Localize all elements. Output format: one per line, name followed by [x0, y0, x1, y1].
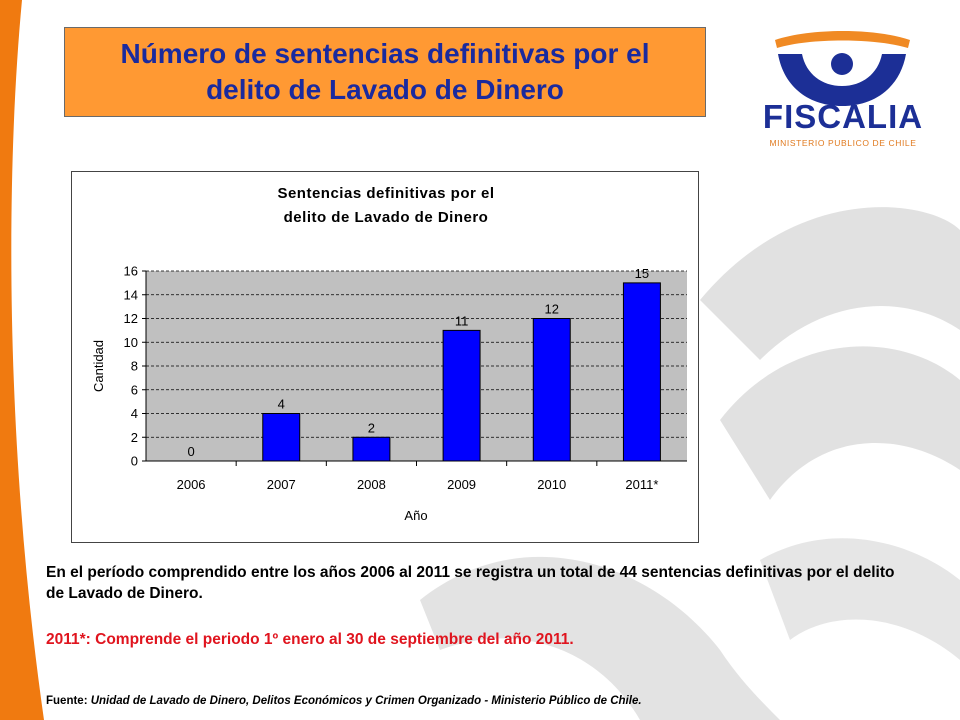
- data-label: 4: [278, 397, 285, 412]
- x-tick-label: 2009: [447, 477, 476, 492]
- chart-title-line-2: delito de Lavado de Dinero: [284, 209, 489, 226]
- slide-title: Número de sentencias definitivas por el …: [120, 38, 650, 105]
- y-tick-label: 8: [131, 359, 138, 374]
- source-line: Fuente: Unidad de Lavado de Dinero, Deli…: [46, 693, 926, 709]
- data-label: 15: [635, 266, 649, 281]
- y-tick-labels: 0 2 4 6 8 10 12 14 16: [124, 264, 146, 469]
- y-tick-label: 14: [124, 287, 138, 302]
- logo-subtitle: MINISTERIO PUBLICO DE CHILE: [769, 138, 917, 148]
- slide-title-box: Número de sentencias definitivas por el …: [64, 27, 706, 117]
- y-tick-label: 16: [124, 264, 138, 279]
- x-tick-label: 2006: [177, 477, 206, 492]
- data-label: 2: [368, 420, 375, 435]
- source-text: Unidad de Lavado de Dinero, Delitos Econ…: [87, 695, 642, 707]
- gridlines: [146, 270, 687, 438]
- fiscalia-emblem-icon: [775, 31, 910, 106]
- bar: [262, 413, 301, 462]
- gray-watermark-arc: [760, 538, 960, 660]
- y-tick-label: 4: [131, 406, 138, 421]
- bar: [532, 318, 571, 462]
- y-axis-label: Cantidad: [91, 340, 106, 392]
- data-labels: 0 4 2 11 12 15: [187, 266, 649, 459]
- orange-side-swoosh: [0, 0, 44, 720]
- y-tick-label: 10: [124, 335, 138, 350]
- y-tick-label: 2: [131, 430, 138, 445]
- data-label: 11: [455, 313, 469, 328]
- bar: [622, 282, 661, 462]
- footnote-2011: 2011*: Comprende el periodo 1º enero al …: [46, 631, 574, 648]
- bar-chart: Sentencias definitivas por el delito de …: [91, 185, 687, 523]
- source-label: Fuente:: [46, 695, 88, 707]
- x-tick-label: 2008: [357, 477, 386, 492]
- gray-watermark-arc: [700, 207, 960, 360]
- bar: [442, 329, 481, 462]
- data-label: 12: [545, 302, 559, 317]
- y-tick-label: 12: [124, 311, 138, 326]
- chart-container: Sentencias definitivas por el delito de …: [71, 171, 699, 543]
- y-tick-label: 0: [131, 454, 138, 469]
- bar: [352, 436, 391, 462]
- gray-watermark-arc: [720, 346, 960, 500]
- gray-watermark-arc: [420, 556, 780, 720]
- x-tick-label: 2010: [537, 477, 566, 492]
- chart-title-line-1: Sentencias definitivas por el: [277, 185, 494, 202]
- x-tick-labels: 2006 2007 2008 2009 2010 2011*: [177, 461, 658, 492]
- summary-text: En el período comprendido entre los años…: [46, 564, 895, 602]
- x-axis-label: Año: [404, 508, 427, 523]
- data-label: 0: [187, 444, 194, 459]
- bars: [262, 282, 661, 462]
- logo-wordmark: FISCALIA: [762, 98, 924, 135]
- y-tick-label: 6: [131, 382, 138, 397]
- x-tick-label: 2007: [267, 477, 296, 492]
- x-tick-label: 2011*: [625, 477, 658, 492]
